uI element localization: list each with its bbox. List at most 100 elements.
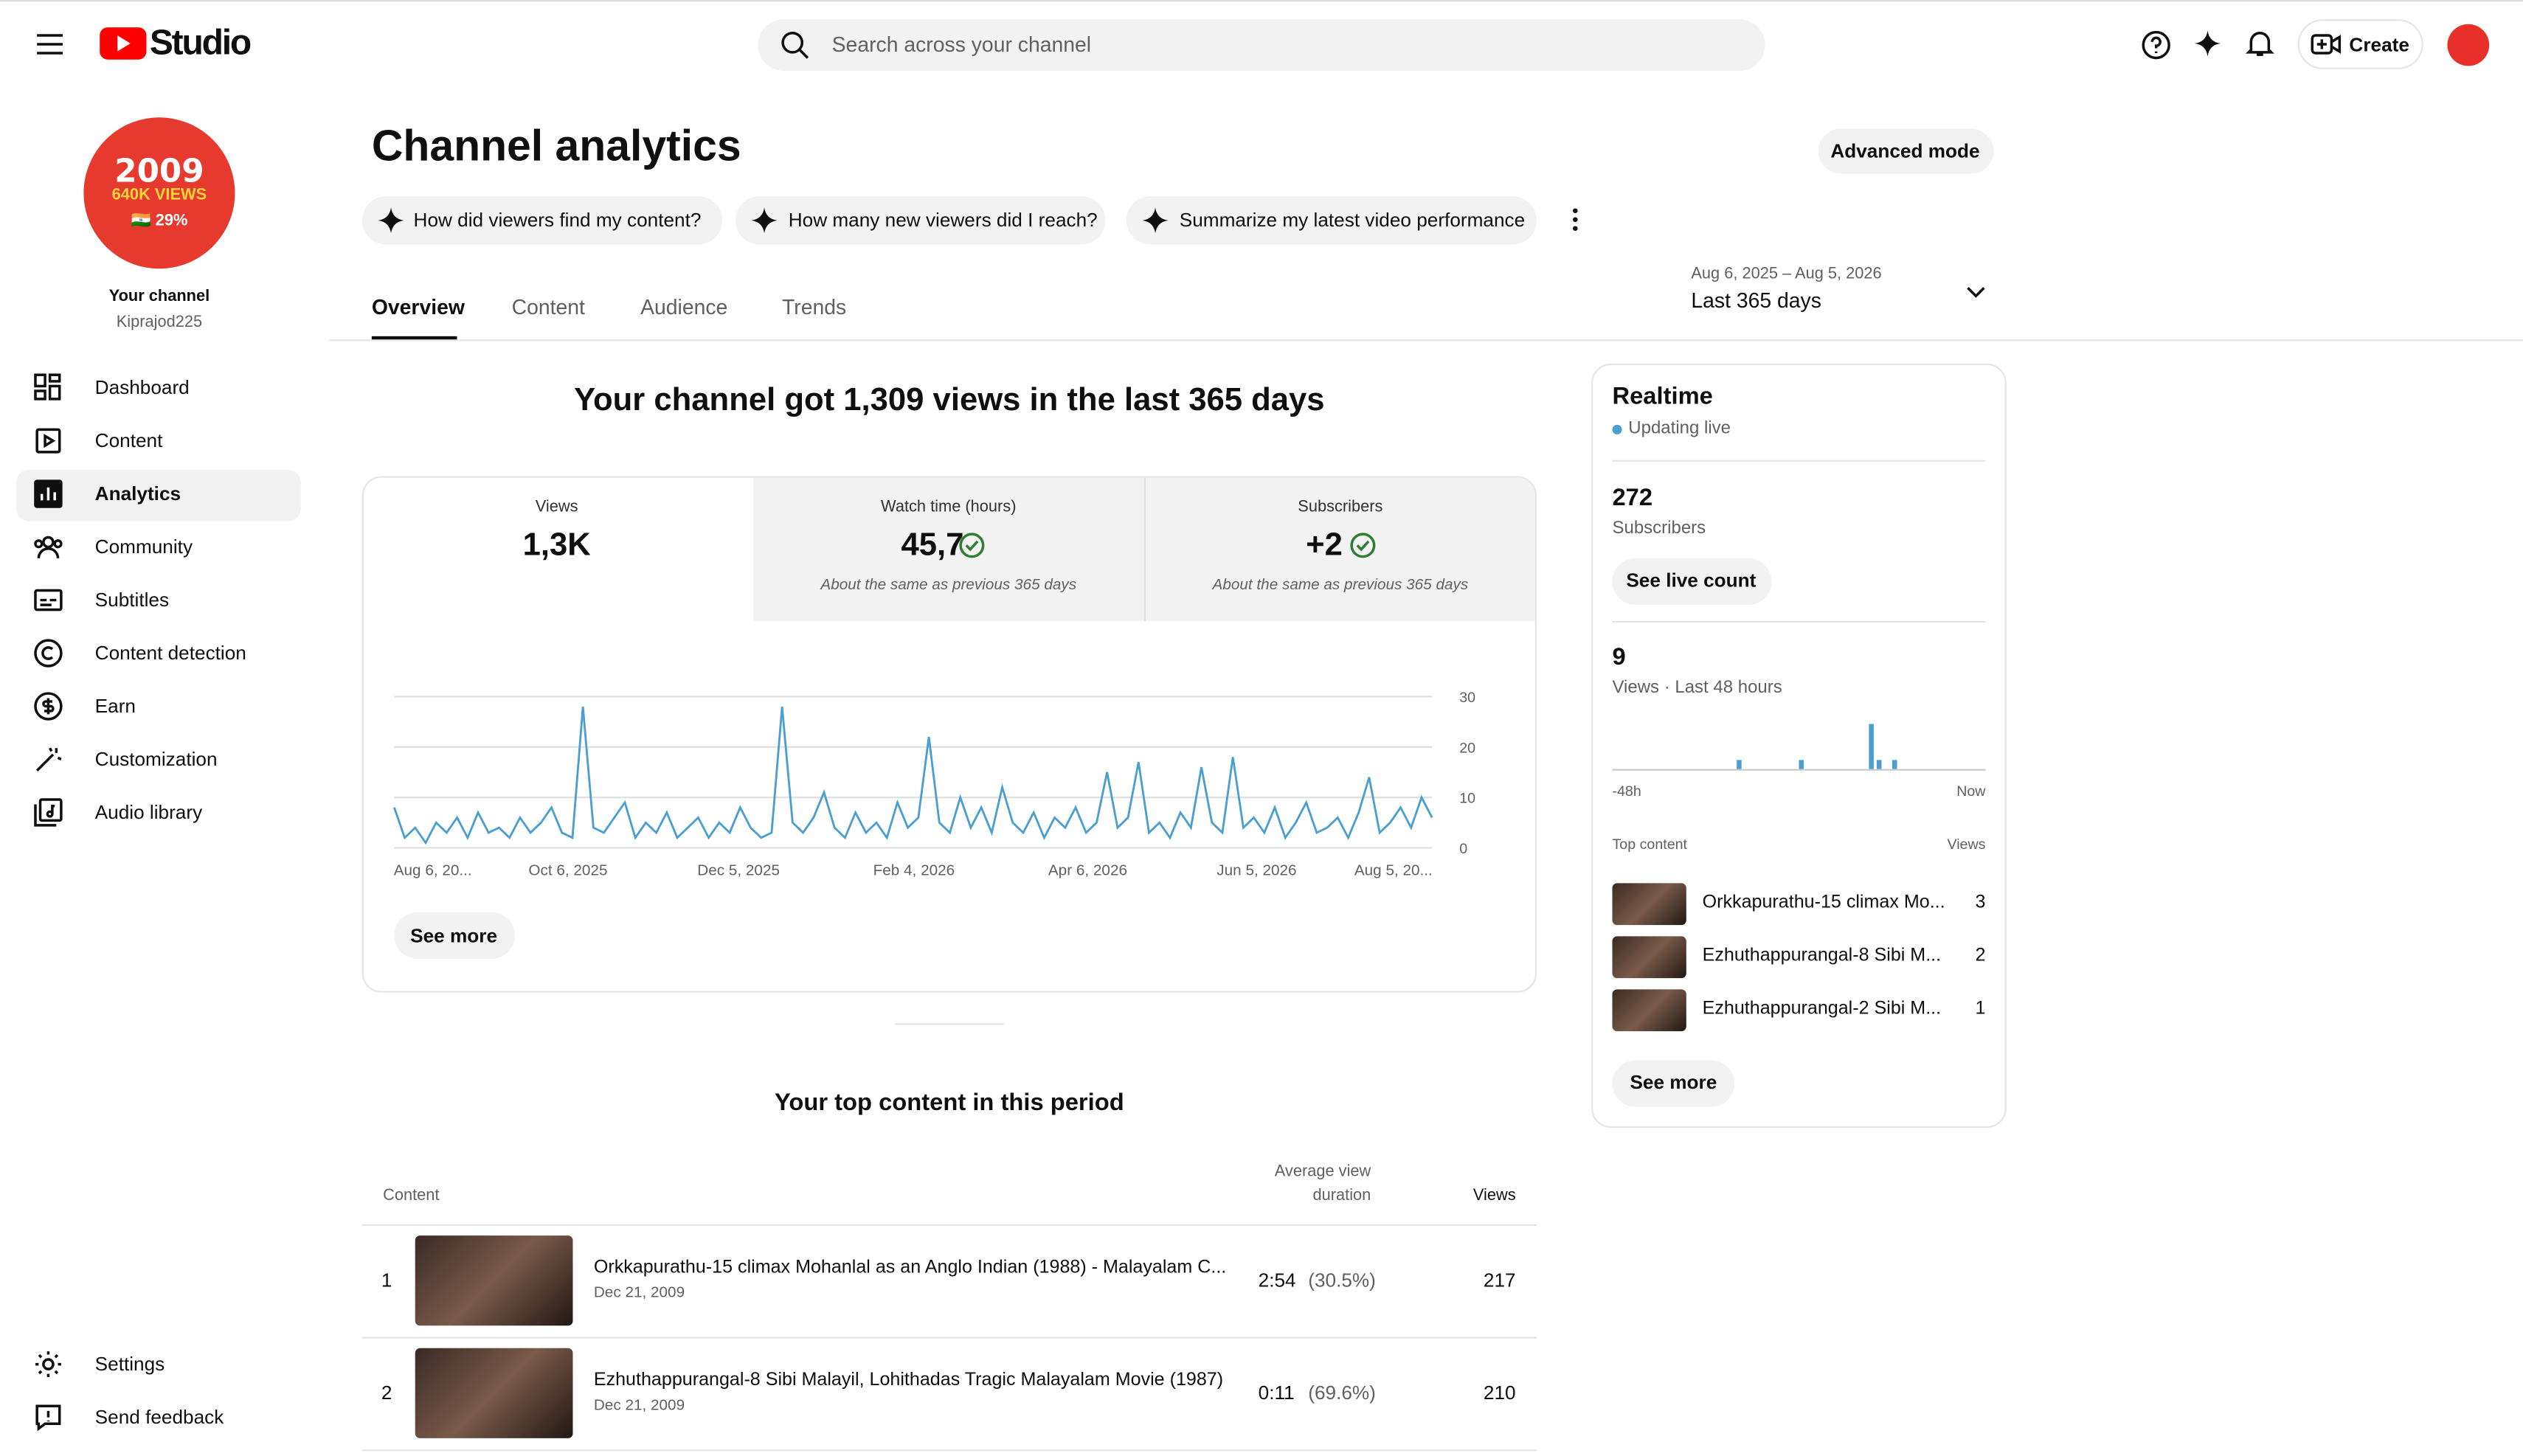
avatar-line: 2009 — [114, 151, 204, 190]
duration-percent: (69.6%) — [1308, 1382, 1376, 1404]
prompt-pill[interactable] — [1126, 196, 1537, 245]
account-avatar[interactable] — [2447, 24, 2490, 66]
nav-icon — [35, 747, 62, 772]
nav-icon-frame — [34, 535, 63, 559]
metric-tabs-bg — [752, 477, 1535, 621]
nav-item[interactable]: Analytics — [94, 482, 181, 505]
live-count-button[interactable] — [1612, 558, 1772, 606]
metric-value: +2 — [1306, 527, 1343, 564]
divider — [1612, 460, 1986, 462]
prompt-pill[interactable] — [361, 196, 723, 245]
tab[interactable]: Audience — [640, 294, 728, 319]
rank: 1 — [381, 1269, 392, 1292]
line — [393, 706, 1433, 845]
item-views: 1 — [1975, 999, 1986, 1019]
views: 210 — [1483, 1382, 1516, 1404]
prompt-text: How did viewers find my content? — [413, 209, 702, 232]
avatar-line: 640K VIEWS — [111, 187, 207, 205]
realtime-card — [1591, 363, 2007, 1128]
subscriber-label: Subscribers — [1612, 519, 1706, 538]
create-button[interactable] — [2297, 19, 2423, 69]
nav-item[interactable]: Content detection — [94, 641, 246, 665]
nav-item[interactable]: Audio library — [94, 800, 203, 824]
nav-item[interactable]: Dashboard — [94, 375, 190, 399]
see-more-button[interactable] — [394, 912, 515, 959]
item-views: 3 — [1975, 892, 1986, 912]
top-border — [0, 0, 2523, 2]
tab[interactable]: Overview — [371, 294, 465, 319]
nav-item[interactable]: Community — [94, 535, 193, 558]
channel-avatar[interactable] — [83, 117, 235, 269]
nav-item[interactable]: Earn — [94, 694, 136, 718]
bell-icon[interactable] — [2245, 29, 2274, 58]
live-count-label: See live count — [1626, 569, 1757, 592]
nav-icon — [34, 535, 63, 559]
logo-icon[interactable] — [100, 27, 147, 60]
nav-item[interactable]: Settings — [94, 1352, 165, 1376]
help-icon[interactable] — [2142, 30, 2170, 60]
search-box[interactable] — [758, 19, 1765, 71]
thumbnail[interactable] — [415, 1235, 573, 1326]
advanced-button[interactable] — [1818, 128, 1994, 174]
x-tick-label: Jun 5, 2026 — [1216, 862, 1296, 879]
tab[interactable]: Content — [511, 294, 585, 319]
subscriber-count: 272 — [1612, 484, 1653, 512]
nav-icon-frame — [34, 589, 63, 611]
thumbnail[interactable] — [1612, 936, 1686, 979]
nav-item[interactable]: Content — [94, 429, 163, 452]
see-more-button[interactable] — [1612, 1060, 1735, 1107]
sparkle-icon — [751, 207, 778, 234]
column-header: duration — [1312, 1187, 1371, 1205]
channel-label: Your channel — [108, 288, 210, 306]
menu-icon[interactable] — [37, 34, 63, 55]
views: 217 — [1483, 1269, 1516, 1292]
thumbnail[interactable] — [1612, 883, 1686, 926]
prompt-pill[interactable] — [735, 196, 1106, 245]
views-header: Views — [1947, 836, 1986, 853]
item-title[interactable]: Orkkapurathu-15 climax Mo... — [1702, 892, 1945, 912]
rank: 2 — [381, 1382, 392, 1404]
duration-percent: (30.5%) — [1308, 1269, 1376, 1292]
x-tick-label: Aug 5, 20... — [1354, 862, 1433, 879]
tab-divider — [330, 339, 2523, 342]
nav-icon — [34, 798, 63, 827]
video-date: Dec 21, 2009 — [593, 1284, 685, 1303]
video-title[interactable]: Ezhuthappurangal-8 Sibi Malayil, Lohitha… — [593, 1370, 1224, 1390]
channel-name: Kiprajod225 — [116, 313, 203, 332]
row-divider — [361, 1224, 1537, 1227]
nav-icon-frame — [34, 798, 63, 827]
metric-value: 45,7 — [901, 527, 964, 564]
thumbnail[interactable] — [1612, 989, 1686, 1032]
x-tick-label: Dec 5, 2025 — [697, 862, 780, 879]
tab[interactable]: Trends — [782, 294, 847, 319]
nav-item[interactable]: Subtitles — [94, 588, 170, 611]
nav-icon — [34, 639, 63, 668]
nav-icon — [35, 1404, 61, 1432]
live-status: Updating live — [1628, 418, 1731, 439]
nav-icon-frame — [35, 428, 61, 454]
views-label: Views · Last 48 hours — [1612, 678, 1782, 698]
thumbnail[interactable] — [415, 1348, 573, 1438]
sparkle-icon[interactable] — [2195, 30, 2221, 57]
item-title[interactable]: Ezhuthappurangal-2 Sibi M... — [1702, 999, 1942, 1019]
avatar-line: 🇮🇳 29% — [131, 212, 188, 230]
bar — [1869, 724, 1874, 769]
nav-icon — [34, 373, 61, 401]
item-title[interactable]: Ezhuthappurangal-8 Sibi M... — [1702, 946, 1942, 966]
column-header: Views — [1472, 1187, 1516, 1205]
more-icon[interactable] — [1572, 207, 1579, 232]
overview-card — [361, 476, 1537, 993]
nav-item[interactable]: Customization — [94, 747, 218, 771]
metric-label: Watch time (hours) — [881, 499, 1017, 517]
bar — [1876, 760, 1882, 769]
chevron-icon[interactable] — [1966, 286, 1985, 298]
nav-highlight — [15, 469, 301, 521]
nav-item[interactable]: Send feedback — [94, 1405, 224, 1429]
section-title: Your top content in this period — [774, 1089, 1124, 1117]
video-title[interactable]: Orkkapurathu-15 climax Mohanlal as an An… — [593, 1258, 1227, 1278]
nav-icon — [34, 692, 63, 721]
bar — [1799, 760, 1804, 769]
duration: 2:54 — [1258, 1269, 1296, 1292]
x-tick-label: Aug 6, 20... — [394, 862, 472, 879]
